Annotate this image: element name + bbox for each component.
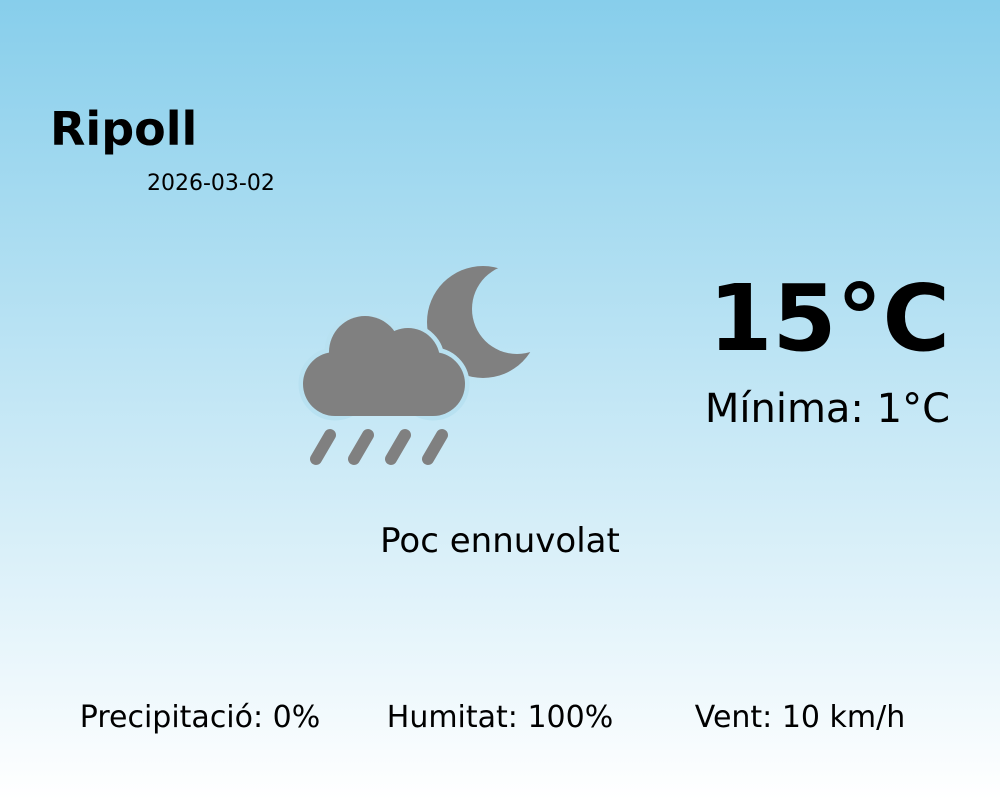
weather-description: Poc ennuvolat <box>380 521 620 561</box>
wind-stat: Vent: 10 km/h <box>694 700 906 735</box>
cloud-rain-moon-icon <box>298 266 539 465</box>
current-temperature: 15°C <box>708 265 950 372</box>
forecast-date: 2026-03-02 <box>147 171 275 196</box>
humidity-stat: Humitat: 100% <box>386 700 614 735</box>
city-name: Ripoll <box>50 102 198 156</box>
minimum-temperature: Mínima: 1°C <box>704 386 950 432</box>
precipitation-stat: Precipitació: 0% <box>79 700 321 735</box>
